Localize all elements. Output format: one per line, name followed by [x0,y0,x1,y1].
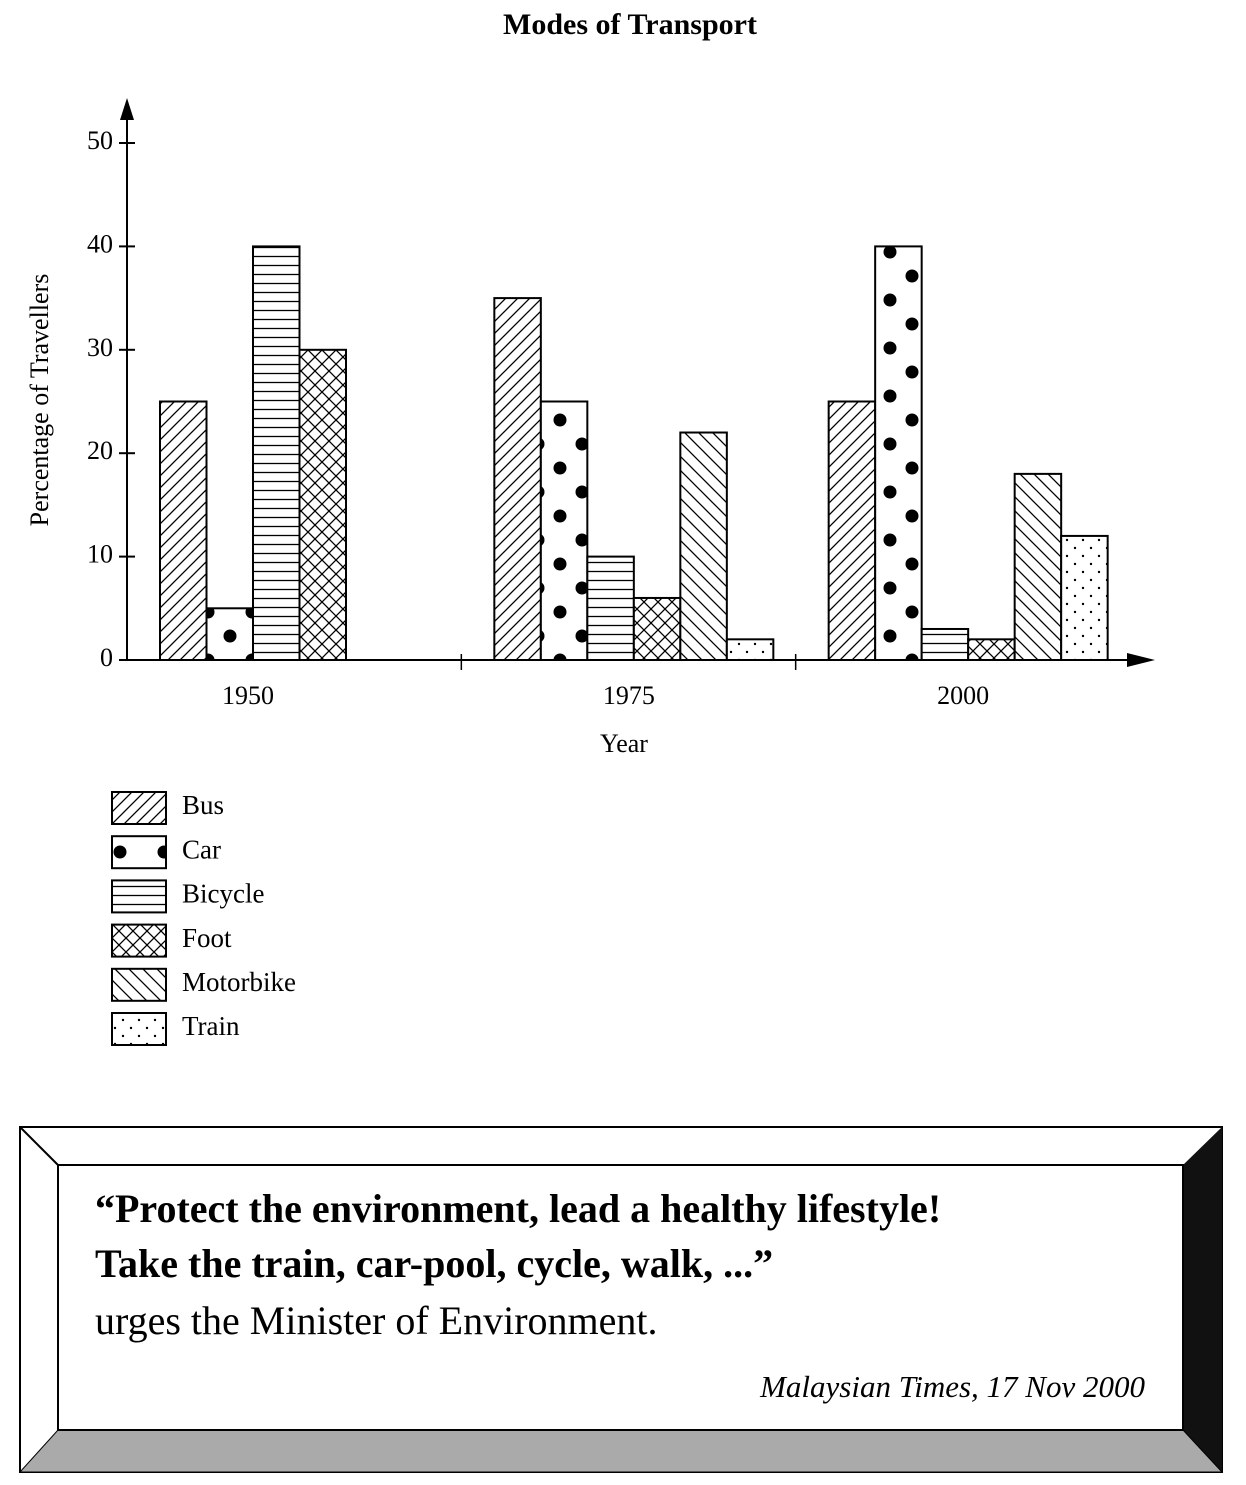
y-tick-label: 30 [87,333,113,362]
bevel-bottom [18,1429,1224,1473]
x-axis-label: Year [600,729,648,758]
quote-source: Malaysian Times, 17 Nov 2000 [759,1369,1145,1404]
bar [874,245,923,661]
bar [159,400,208,661]
quote-line: urges the Minister of Environment. [95,1298,658,1343]
bar [252,245,301,661]
bar [539,400,589,661]
bar [920,627,970,661]
bevel-edge [19,1126,59,1166]
bar [679,431,728,661]
legend-label: Car [182,834,221,864]
inner-panel [57,1164,1184,1431]
x-axis-arrow [1127,653,1155,667]
bar [1060,534,1109,661]
x-tick-label: 1975 [603,681,655,710]
chart-title: Modes of Transport [503,8,757,41]
bar [586,555,635,661]
y-tick-label: 20 [87,436,113,465]
y-tick-label: 40 [87,229,113,258]
bar [493,297,542,661]
legend-swatch [111,791,167,825]
quote-line: “Protect the environment, lead a healthy… [95,1186,941,1231]
x-tick-label: 2000 [937,681,989,710]
legend-label: Train [182,1011,240,1041]
bar [967,638,1016,662]
x-tick-label: 1950 [222,681,274,710]
legend-swatch [111,1012,167,1046]
quote-box: “Protect the environment, lead a healthy… [18,1126,1224,1473]
legend-label: Bicycle [182,879,264,909]
quote-line: Take the train, car-pool, cycle, walk, .… [95,1241,773,1286]
y-tick-label: 50 [87,126,113,155]
y-tick-label: 0 [100,643,113,672]
bar [205,607,254,661]
bevel-right [1183,1127,1222,1472]
bar [1013,472,1063,661]
bar [725,638,775,662]
bar [827,400,877,661]
y-axis-label: Percentage of Travellers [25,274,54,527]
legend-label: Bus [182,790,224,820]
legend-swatch [111,879,167,914]
legend-swatch [111,923,167,958]
legend-label: Foot [182,923,232,953]
y-tick-label: 10 [87,540,113,569]
legend-swatch [111,835,167,870]
bar [632,596,682,662]
legend-swatch [111,967,167,1002]
bar [298,348,347,661]
legend-label: Motorbike [182,967,296,997]
y-axis-arrow [120,98,134,120]
